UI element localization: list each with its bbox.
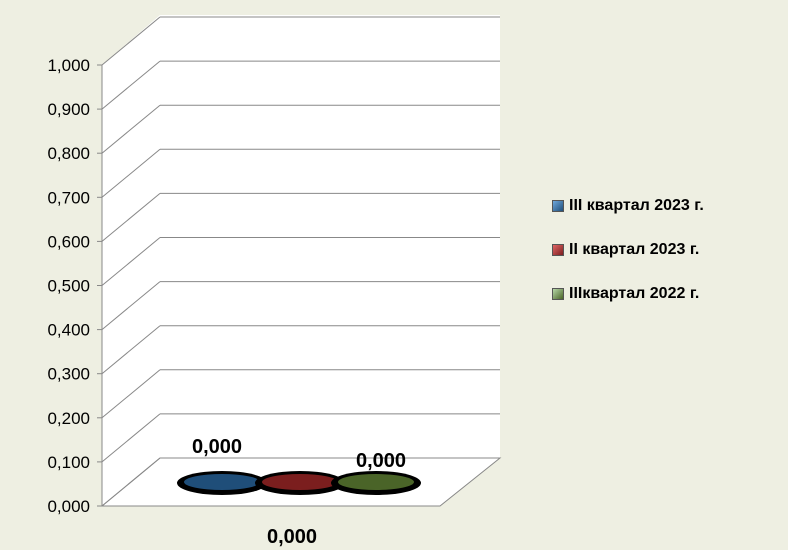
bar-series-3 bbox=[338, 474, 414, 490]
legend-item-series-3: IIIквартал 2022 г. bbox=[552, 284, 704, 304]
legend-label-series-1: III квартал 2023 г. bbox=[569, 197, 704, 214]
y-tick-label: 0,400 bbox=[47, 321, 90, 340]
y-tick-label: 0,700 bbox=[47, 188, 90, 207]
gridline-side bbox=[101, 60, 161, 110]
y-tick-label: 0,600 bbox=[47, 232, 90, 251]
gridline-side bbox=[101, 457, 161, 507]
legend-item-series-2: II квартал 2023 г. bbox=[552, 240, 704, 260]
gridline-side bbox=[101, 281, 161, 330]
y-tick-label: 0,900 bbox=[47, 100, 90, 119]
legend: III квартал 2023 г. II квартал 2023 г. I… bbox=[552, 196, 704, 328]
bar-series-1 bbox=[184, 474, 260, 490]
y-tick-label: 0,000 bbox=[47, 497, 90, 516]
y-tick-label: 0,500 bbox=[47, 277, 90, 296]
gridline-side bbox=[101, 104, 161, 154]
gridline-side bbox=[101, 369, 161, 419]
plot-back-wall bbox=[160, 15, 500, 458]
legend-label-series-3: IIIквартал 2022 г. bbox=[569, 285, 700, 302]
y-tick-label: 0,200 bbox=[47, 409, 90, 428]
gridline-side bbox=[101, 16, 161, 66]
y-tick-label: 0,300 bbox=[47, 365, 90, 384]
y-tick-label: 0,100 bbox=[47, 453, 90, 472]
gridlines bbox=[101, 16, 500, 507]
y-tick-label: 1,000 bbox=[47, 56, 90, 75]
y-tick-label: 0,800 bbox=[47, 144, 90, 163]
plot-side-wall bbox=[102, 15, 160, 506]
bar-series-2 bbox=[262, 474, 338, 490]
gridline-side bbox=[101, 413, 161, 463]
data-label-series-3: 0,000 bbox=[356, 450, 406, 472]
gridline-side bbox=[101, 237, 161, 286]
legend-swatch-series-3 bbox=[552, 288, 564, 300]
data-label-series-1: 0,000 bbox=[192, 436, 242, 458]
gridline-side bbox=[101, 148, 161, 198]
gridline-side bbox=[101, 325, 161, 375]
data-labels: 0,000 0,000 bbox=[192, 436, 406, 472]
bars bbox=[177, 471, 421, 495]
legend-label-series-2: II квартал 2023 г. bbox=[569, 241, 700, 258]
legend-swatch-series-1 bbox=[552, 200, 564, 212]
y-axis-ticks: 0,000 0,100 0,200 0,300 0,400 0,500 0,600 0,700… bbox=[47, 56, 102, 516]
category-label: 0,000 bbox=[267, 526, 317, 548]
legend-swatch-series-2 bbox=[552, 244, 564, 256]
gridline-side bbox=[101, 193, 161, 242]
legend-item-series-1: III квартал 2023 г. bbox=[552, 196, 704, 216]
